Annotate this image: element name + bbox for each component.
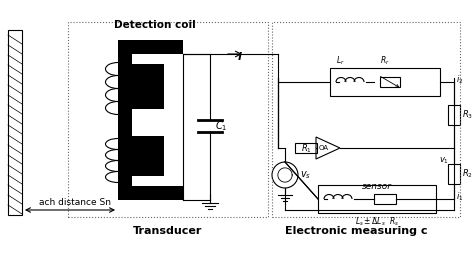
Bar bbox=[118, 40, 132, 200]
Bar bbox=[118, 186, 183, 200]
Bar bbox=[318, 185, 436, 213]
Text: $R_r$: $R_r$ bbox=[380, 55, 390, 67]
Text: $R_2$: $R_2$ bbox=[462, 168, 473, 180]
Bar bbox=[448, 164, 460, 184]
Text: i: i bbox=[238, 52, 242, 62]
Bar bbox=[330, 68, 440, 96]
Text: $L_r$: $L_r$ bbox=[336, 55, 345, 67]
Bar bbox=[132, 64, 164, 109]
Bar bbox=[118, 40, 183, 54]
Text: $v_1$: $v_1$ bbox=[439, 155, 449, 165]
Text: Transducer: Transducer bbox=[133, 226, 203, 236]
Text: $R_3$: $R_3$ bbox=[462, 109, 473, 121]
Text: ach distance Sn: ach distance Sn bbox=[39, 198, 111, 207]
Text: $R_1$: $R_1$ bbox=[301, 142, 311, 155]
Text: $v_s$: $v_s$ bbox=[300, 169, 311, 181]
Bar bbox=[272, 22, 460, 217]
Bar bbox=[68, 22, 268, 217]
Text: OA: OA bbox=[319, 145, 329, 151]
Bar bbox=[132, 136, 164, 176]
Text: sensor: sensor bbox=[362, 182, 392, 191]
Bar bbox=[295, 143, 317, 153]
Text: $i_1$: $i_1$ bbox=[456, 191, 464, 203]
Text: Detection coil: Detection coil bbox=[114, 20, 196, 30]
Bar bbox=[374, 194, 396, 204]
Bar bbox=[132, 54, 183, 186]
Text: Electronic measuring c: Electronic measuring c bbox=[285, 226, 427, 236]
Bar bbox=[8, 30, 22, 215]
Bar bbox=[448, 105, 460, 125]
Bar bbox=[380, 77, 400, 87]
Text: $C_1$: $C_1$ bbox=[215, 119, 228, 133]
Text: $i_2$: $i_2$ bbox=[456, 74, 464, 86]
Text: $L_s\pm\Delta L_s\ \ R_s$: $L_s\pm\Delta L_s\ \ R_s$ bbox=[355, 216, 399, 229]
